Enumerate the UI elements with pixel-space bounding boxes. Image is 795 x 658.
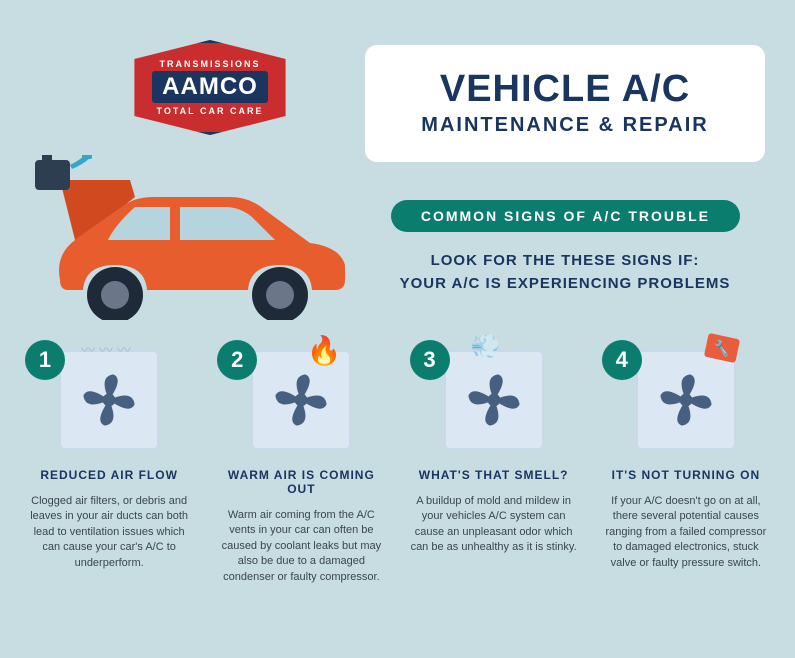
banner-pill: COMMON SIGNS OF A/C TROUBLE xyxy=(391,200,740,232)
steam-icon: 〰 〰 〰 xyxy=(81,340,131,360)
card-title: WARM AIR IS COMING OUT xyxy=(212,468,390,496)
logo-bottom-text: TOTAL CAR CARE xyxy=(156,106,263,116)
brand-logo: TRANSMISSIONS AAMCO TOTAL CAR CARE xyxy=(120,40,300,135)
number-badge: 2 xyxy=(217,340,257,380)
car-illustration xyxy=(20,155,360,320)
card-description: Warm air coming from the A/C vents in yo… xyxy=(212,508,390,585)
intro-line-2: YOUR A/C IS EXPERIENCING PROBLEMS xyxy=(365,273,765,296)
sign-card-2: 2 🔥 WARM AIR IS COMING OUT Warm air coming… xyxy=(212,340,390,585)
card-title: WHAT'S THAT SMELL? xyxy=(405,468,583,482)
intro-text: LOOK FOR THE THESE SIGNS IF: YOUR A/C IS… xyxy=(365,250,765,295)
card-title: REDUCED AIR FLOW xyxy=(20,468,198,482)
cards-row: 1 〰 〰 〰 REDUCED AIR FLOW Clogged air filte… xyxy=(0,330,795,605)
sign-card-3: 3 💨 WHAT'S THAT SMELL? A buildup of mold a… xyxy=(405,340,583,585)
repair-tag-icon: 🔧 xyxy=(704,333,740,363)
number-badge: 4 xyxy=(602,340,642,380)
card-title: IT'S NOT TURNING ON xyxy=(597,468,775,482)
sign-card-4: 4 🔧 IT'S NOT TURNING ON If your A/C doesn'… xyxy=(597,340,775,585)
header-section: TRANSMISSIONS AAMCO TOTAL CAR CARE VEHIC… xyxy=(0,0,795,330)
card-description: Clogged air filters, or debris and leave… xyxy=(20,494,198,571)
fan-icon: 〰 〰 〰 xyxy=(59,350,159,450)
fan-icon: 🔥 xyxy=(251,350,351,450)
logo-main-text: AAMCO xyxy=(152,71,268,103)
fan-icon: 💨 xyxy=(444,350,544,450)
sub-title: MAINTENANCE & REPAIR xyxy=(395,114,735,137)
sign-card-1: 1 〰 〰 〰 REDUCED AIR FLOW Clogged air filte… xyxy=(20,340,198,585)
card-description: A buildup of mold and mildew in your veh… xyxy=(405,494,583,556)
number-badge: 3 xyxy=(410,340,450,380)
smoke-icon: 💨 xyxy=(471,332,501,361)
title-card: VEHICLE A/C MAINTENANCE & REPAIR xyxy=(365,45,765,162)
flame-icon: 🔥 xyxy=(307,334,342,367)
logo-top-text: TRANSMISSIONS xyxy=(159,59,260,69)
main-title: VEHICLE A/C xyxy=(395,70,735,108)
fan-icon: 🔧 xyxy=(636,350,736,450)
number-badge: 1 xyxy=(25,340,65,380)
logo-shield: TRANSMISSIONS AAMCO TOTAL CAR CARE xyxy=(120,40,300,135)
intro-line-1: LOOK FOR THE THESE SIGNS IF: xyxy=(365,250,765,273)
card-description: If your A/C doesn't go on at all, there … xyxy=(597,494,775,571)
